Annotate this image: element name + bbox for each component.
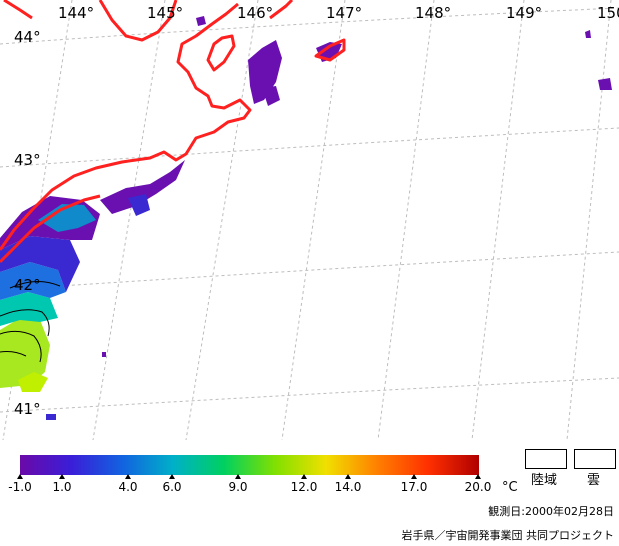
sea-surface-temperature-map (0, 0, 619, 440)
latitude-label-43: 43° (14, 151, 41, 169)
colorbar-tick-mark (475, 474, 481, 479)
colorbar-tick-label: 20.0 (464, 480, 492, 494)
land-legend-label: 陸域 (531, 473, 558, 488)
latitude-label-41: 41° (14, 400, 41, 418)
coastline (0, 0, 346, 264)
longitude-label-148: 148° (415, 4, 452, 22)
longitude-label-146: 146° (237, 4, 274, 22)
colorbar-tick-mark (17, 474, 23, 479)
longitude-label-150: 150 (597, 4, 619, 22)
temperature-colorbar (20, 455, 479, 475)
colorbar-unit: °C (502, 480, 518, 495)
colorbar-tick-mark (235, 474, 241, 479)
colorbar-tick-label: 4.0 (118, 480, 138, 494)
isotherm-contours (0, 281, 61, 363)
land-legend-swatch (525, 449, 567, 469)
cloud-legend-swatch (574, 449, 616, 469)
colorbar-tick-label: 9.0 (228, 480, 248, 494)
colorbar-tick-label: 1.0 (52, 480, 72, 494)
colorbar-tick-mark (59, 474, 65, 479)
longitude-label-144: 144° (58, 4, 95, 22)
graticule (0, 0, 619, 440)
longitude-label-149: 149° (506, 4, 543, 22)
colorbar-tick-mark (411, 474, 417, 479)
colorbar-tick-label: 14.0 (334, 480, 362, 494)
colorbar-tick-label: 17.0 (400, 480, 428, 494)
colorbar-tick-label: -1.0 (8, 480, 32, 494)
latitude-label-44: 44° (14, 28, 41, 46)
colorbar-tick-label: 12.0 (290, 480, 318, 494)
colorbar-tick-label: 6.0 (162, 480, 182, 494)
colorbar-tick-mark (125, 474, 131, 479)
cloud-legend-label: 雲 (587, 473, 601, 488)
latitude-label-42: 42° (14, 276, 41, 294)
colorbar-tick-mark (345, 474, 351, 479)
credit-text: 岩手県／宇宙開発事業団 共同プロジェクト (401, 529, 615, 542)
longitude-label-145: 145° (147, 4, 184, 22)
longitude-label-147: 147° (326, 4, 363, 22)
colorbar-tick-mark (301, 474, 307, 479)
colorbar-tick-mark (169, 474, 175, 479)
sst-data (0, 16, 612, 420)
observation-date: 観測日:2000年02月28日 (488, 505, 614, 518)
